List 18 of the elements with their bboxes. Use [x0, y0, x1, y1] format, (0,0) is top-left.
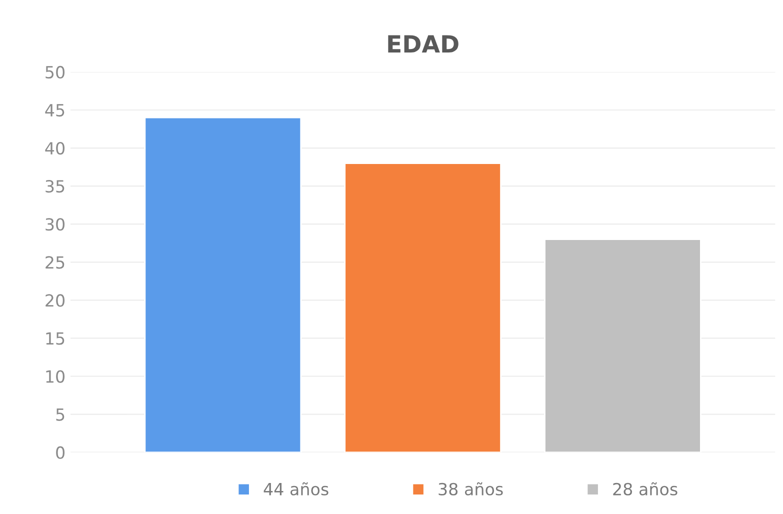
legend-label: 28 años	[613, 482, 678, 496]
y-tick-label: 15	[46, 332, 64, 345]
y-tick-label: 20	[46, 294, 64, 307]
y-tick-label: 0	[56, 446, 64, 459]
bar	[344, 162, 502, 452]
y-tick-label: 30	[46, 218, 64, 231]
y-tick-label: 10	[46, 370, 64, 383]
y-tick-label: 40	[45, 142, 64, 155]
legend-label: 44 años	[264, 482, 328, 496]
legend-label: 38 años	[438, 482, 503, 496]
y-tick-label: 5	[56, 408, 64, 421]
y-tick-label: 45	[45, 104, 64, 117]
y-tick-label: 50	[46, 66, 64, 79]
bar	[544, 238, 702, 452]
chart-title: EDAD	[388, 35, 458, 53]
y-tick-label: 25	[46, 256, 64, 269]
bar	[144, 116, 302, 452]
y-tick-label: 35	[46, 180, 64, 193]
